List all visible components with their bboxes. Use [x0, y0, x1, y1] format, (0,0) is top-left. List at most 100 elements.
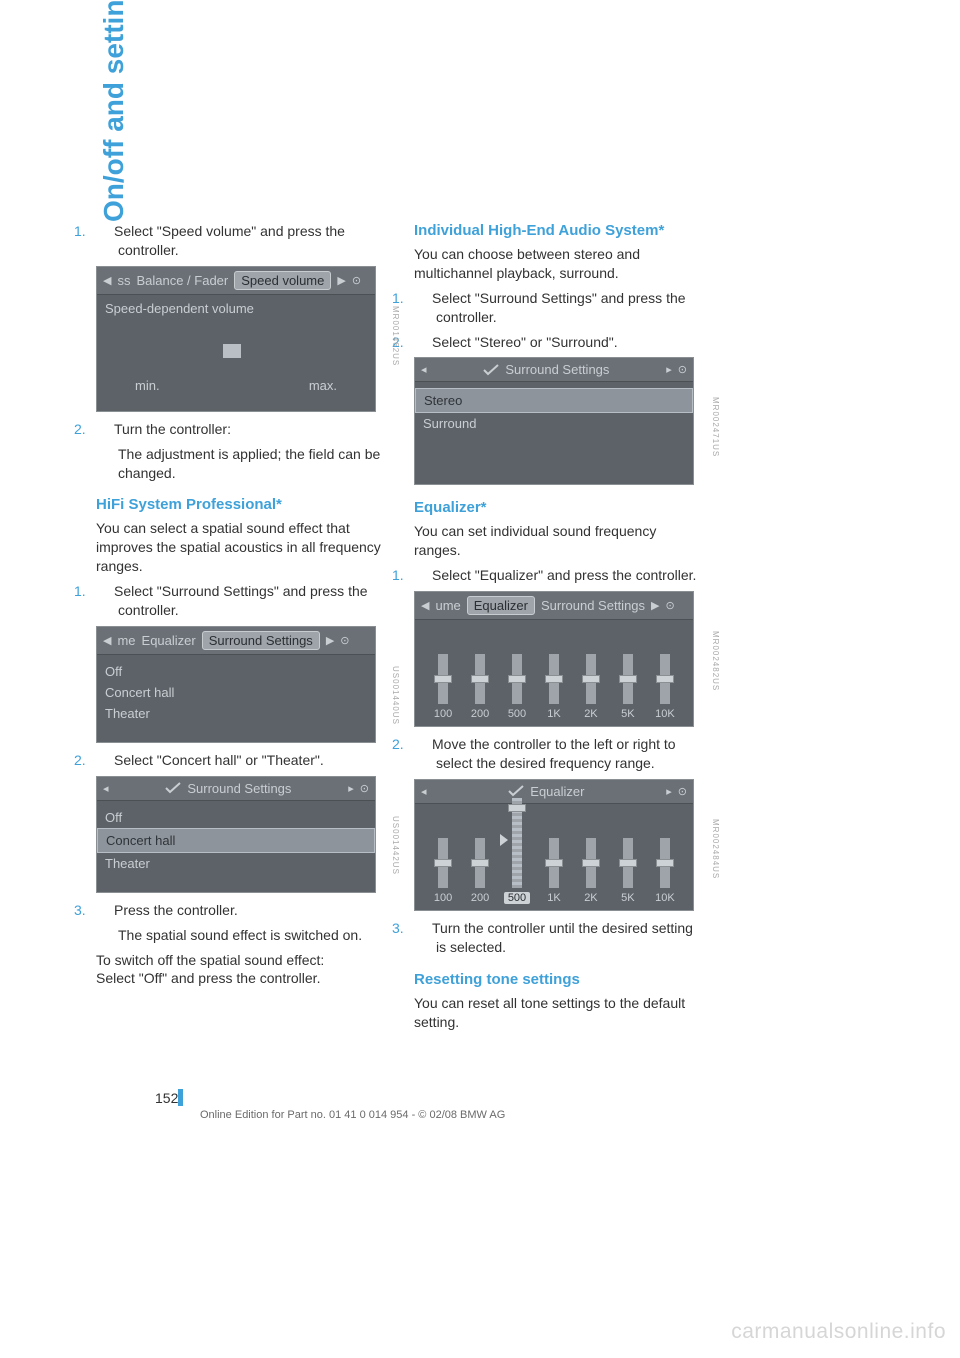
step-text: Select "Surround Settings" and press the… — [432, 290, 686, 325]
screenshot-stereo-surround: ◂ Surround Settings ▸ ⊙ Stereo Surround — [414, 357, 694, 485]
list-item: Surround — [423, 413, 685, 434]
enter-icon: ⊙ — [666, 599, 675, 612]
arrow-right-icon: ▸ — [666, 363, 672, 376]
figure-code: MR002482US — [711, 631, 720, 691]
arrow-left-icon: ◂ — [421, 363, 427, 376]
enter-icon: ⊙ — [360, 782, 369, 795]
enter-icon: ⊙ — [678, 363, 687, 376]
screenshot-surround-tabs: ◀ me Equalizer Surround Settings ▶ ⊙ Off… — [96, 626, 376, 743]
tab-prefix: ss — [117, 273, 130, 288]
breadcrumb: Equalizer — [530, 784, 584, 799]
side-tab: On/off and settings — [98, 0, 130, 222]
step-1: 1.Select "Speed volume" and press the co… — [96, 222, 386, 260]
list-item-selected: Concert hall — [97, 828, 375, 853]
list-item: Off — [105, 661, 367, 682]
breadcrumb: Surround Settings — [187, 781, 291, 796]
heading-reset: Resetting tone settings — [414, 971, 706, 988]
step-number: 1. — [96, 222, 114, 241]
enter-icon: ⊙ — [340, 634, 349, 647]
step-number: 2. — [96, 751, 114, 770]
check-icon — [483, 364, 499, 376]
step-number: 2. — [414, 333, 432, 352]
step-2-sub: The adjustment is applied; the field can… — [96, 445, 386, 483]
left-column: 1.Select "Speed volume" and press the co… — [96, 222, 386, 1037]
ind-step-1: 1.Select "Surround Settings" and press t… — [414, 289, 706, 327]
list-item: Theater — [105, 703, 367, 724]
watermark: carmanualsonline.info — [731, 1320, 946, 1344]
eq-step-3: 3.Turn the controller until the desired … — [414, 919, 706, 957]
equalizer-intro: You can set individual sound frequency r… — [414, 522, 706, 560]
step-text: Select "Concert hall" or "Theater". — [114, 752, 324, 768]
step-number: 3. — [414, 919, 432, 938]
step-number: 2. — [96, 420, 114, 439]
hifi-intro: You can select a spatial sound effect th… — [96, 519, 386, 576]
step-number: 1. — [414, 566, 432, 585]
list-item: Concert hall — [105, 682, 367, 703]
slider-min: min. — [135, 378, 160, 393]
arrow-right-icon: ▶ — [326, 634, 334, 647]
page-number: 152 — [155, 1090, 178, 1106]
screenshot-equalizer-tabs: ◀ ume Equalizer Surround Settings ▶ ⊙ 10… — [414, 591, 694, 727]
step-number: 2. — [414, 735, 432, 754]
step-2: 2.Turn the controller: — [96, 420, 386, 439]
tab-speedvol-selected: Speed volume — [234, 271, 331, 290]
speed-volume-label: Speed-dependent volume — [105, 301, 367, 316]
reset-intro: You can reset all tone settings to the d… — [414, 994, 706, 1032]
hifi-step-1: 1.Select "Surround Settings" and press t… — [96, 582, 386, 620]
screenshot-equalizer-select: ◂ Equalizer ▸ ⊙ 1002005001K2K5K10K — [414, 779, 694, 911]
figure-code: US001442US — [391, 816, 400, 875]
step-number: 1. — [96, 582, 114, 601]
speed-volume-slider — [105, 324, 367, 378]
step-text: Select "Stereo" or "Surround". — [432, 334, 618, 350]
eq-step-1: 1.Select "Equalizer" and press the contr… — [414, 566, 706, 585]
arrow-right-icon: ▶ — [337, 274, 345, 287]
screenshot-surround-select: ◂ Surround Settings ▸ ⊙ Off Concert hall… — [96, 776, 376, 893]
heading-individual: Individual High-End Audio System* — [414, 222, 706, 239]
hifi-step-2: 2.Select "Concert hall" or "Theater". — [96, 751, 386, 770]
check-icon — [508, 785, 524, 797]
step-text: Select "Equalizer" and press the control… — [432, 567, 696, 583]
ind-step-2: 2.Select "Stereo" or "Surround". — [414, 333, 706, 352]
tab-surround: Surround Settings — [541, 598, 645, 613]
tab-surround-selected: Surround Settings — [202, 631, 320, 650]
step-number: 1. — [414, 289, 432, 308]
eq-step-2: 2.Move the controller to the left or rig… — [414, 735, 706, 773]
tab-prefix: ume — [435, 598, 460, 613]
check-icon — [165, 782, 181, 794]
step-text: Move the controller to the left or right… — [432, 736, 676, 771]
page-content: 1.Select "Speed volume" and press the co… — [96, 222, 848, 1037]
slider-max: max. — [309, 378, 337, 393]
page-number-bar — [178, 1089, 183, 1106]
list-item: Off — [105, 807, 367, 828]
arrow-left-icon: ◂ — [421, 785, 427, 798]
right-column: Individual High-End Audio System* You ca… — [414, 222, 706, 1037]
enter-icon: ⊙ — [352, 274, 361, 287]
breadcrumb: Surround Settings — [505, 362, 609, 377]
footer-text: Online Edition for Part no. 01 41 0 014 … — [200, 1109, 505, 1121]
tab-equalizer: Equalizer — [142, 633, 196, 648]
list-item-selected: Stereo — [415, 388, 693, 413]
step-text: Select "Surround Settings" and press the… — [114, 583, 368, 618]
enter-icon: ⊙ — [678, 785, 687, 798]
figure-code: MR001462US — [391, 306, 400, 366]
step-text: Turn the controller until the desired se… — [432, 920, 693, 955]
arrow-left-icon: ◀ — [103, 274, 111, 287]
hifi-off-note: To switch off the spatial sound effect: … — [96, 951, 386, 989]
tab-balance: Balance / Fader — [136, 273, 228, 288]
list-item: Theater — [105, 853, 367, 874]
step-text: Select "Speed volume" and press the cont… — [114, 223, 345, 258]
arrow-right-icon: ▸ — [348, 782, 354, 795]
arrow-right-icon: ▸ — [666, 785, 672, 798]
screenshot-speed-volume: ◀ ss Balance / Fader Speed volume ▶ ⊙ Sp… — [96, 266, 376, 412]
figure-code: MR002484US — [711, 819, 720, 879]
figure-code: MR002471US — [711, 397, 720, 457]
arrow-left-icon: ◀ — [421, 599, 429, 612]
arrow-right-icon: ▶ — [651, 599, 659, 612]
step-text: Press the controller. — [114, 902, 238, 918]
tab-equalizer-selected: Equalizer — [467, 596, 535, 615]
arrow-left-icon: ◂ — [103, 782, 109, 795]
step-number: 3. — [96, 901, 114, 920]
hifi-step-3-sub: The spatial sound effect is switched on. — [96, 926, 386, 945]
figure-code: US001440US — [391, 666, 400, 725]
arrow-left-icon: ◀ — [103, 634, 111, 647]
